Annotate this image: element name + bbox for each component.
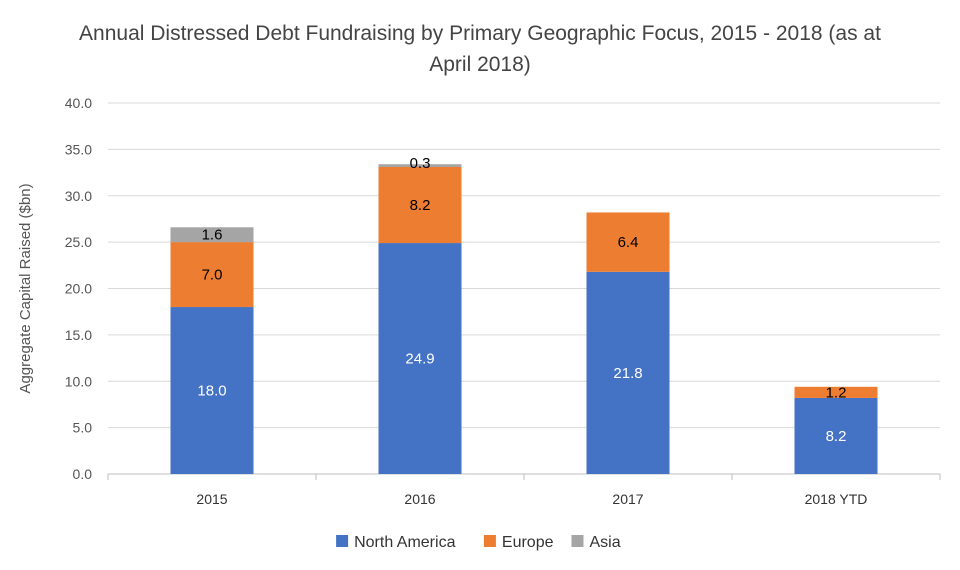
y-tick-label: 0.0 (73, 466, 93, 482)
x-tick-label: 2016 (404, 491, 435, 507)
bar-segment (170, 242, 254, 308)
x-tick-label: 2015 (196, 491, 227, 507)
bar-segment (378, 164, 462, 167)
data-label: 1.2 (826, 384, 847, 401)
legend-label: Asia (590, 534, 621, 551)
y-tick-label: 35.0 (65, 141, 92, 157)
data-label: 1.6 (202, 227, 223, 244)
data-label: 8.2 (410, 197, 431, 214)
y-tick-label: 5.0 (73, 420, 93, 436)
legend-label: North America (354, 534, 455, 551)
data-label: 7.0 (202, 267, 223, 284)
x-tick-label: 2017 (612, 491, 643, 507)
bar-segment (794, 386, 878, 398)
data-label: 6.4 (618, 234, 639, 251)
bar-segment (794, 397, 878, 474)
bar-segment (170, 307, 254, 474)
y-tick-label: 40.0 (65, 95, 92, 111)
x-tick-label: 2018 YTD (805, 491, 868, 507)
bar-segment (170, 227, 254, 243)
data-label: 24.9 (405, 351, 434, 368)
chart-title: Annual Distressed Debt Fundraising by Pr… (79, 22, 881, 76)
data-label: 21.8 (613, 365, 642, 382)
bar-segment (586, 212, 670, 272)
y-tick-label: 25.0 (65, 234, 92, 250)
bar-segment (586, 271, 670, 474)
legend-label: Europe (502, 534, 554, 551)
data-label: 8.2 (826, 428, 847, 445)
bar-segment (378, 243, 462, 474)
y-tick-label: 20.0 (65, 281, 92, 297)
y-axis-title: Aggregate Capital Raised ($bn) (17, 183, 34, 393)
legend-swatch (336, 535, 349, 547)
y-tick-label: 30.0 (65, 188, 92, 204)
data-label: 18.0 (197, 383, 226, 400)
y-tick-label: 15.0 (65, 327, 92, 343)
legend-swatch (483, 535, 496, 547)
legend-swatch (571, 535, 584, 547)
y-tick-label: 10.0 (65, 373, 92, 389)
bar-segment (378, 166, 462, 244)
data-label: 0.3 (410, 155, 431, 172)
